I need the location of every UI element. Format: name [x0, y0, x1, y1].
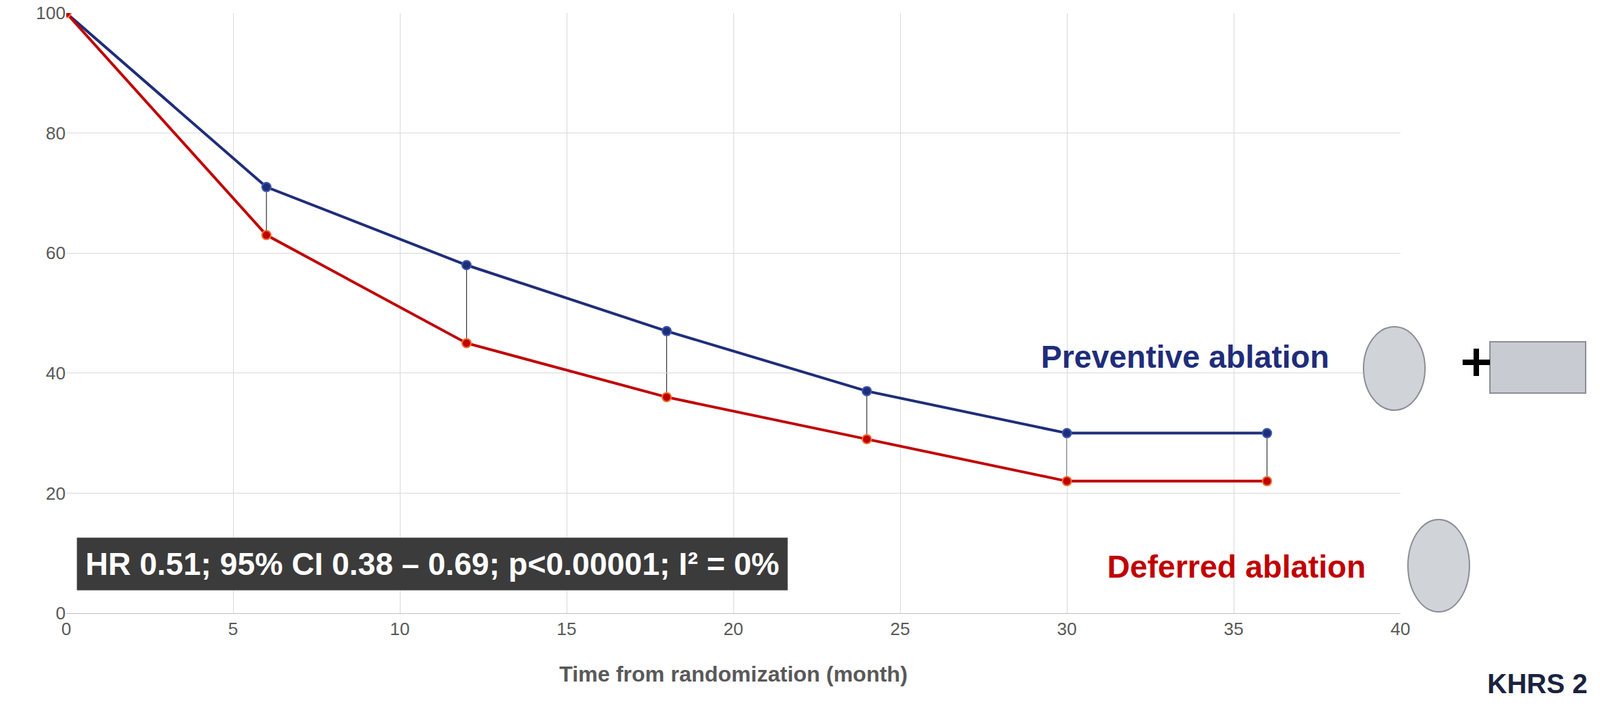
- svg-text:0: 0: [56, 602, 66, 624]
- svg-text:80: 80: [45, 123, 66, 144]
- svg-text:KHRS 2: KHRS 2: [1487, 668, 1588, 699]
- svg-text:Preventive ablation: Preventive ablation: [1040, 339, 1330, 375]
- svg-text:Time from randomization (month: Time from randomization (month): [559, 661, 908, 687]
- svg-text:20: 20: [723, 618, 744, 640]
- svg-text:100: 100: [36, 2, 66, 24]
- svg-text:40: 40: [1390, 618, 1411, 640]
- svg-text:60: 60: [45, 242, 66, 264]
- svg-text:Deferred ablation: Deferred ablation: [1107, 548, 1366, 585]
- svg-text:30: 30: [1057, 618, 1078, 640]
- svg-text:40: 40: [45, 362, 66, 384]
- svg-text:10: 10: [390, 618, 411, 640]
- svg-text:35: 35: [1224, 618, 1244, 640]
- svg-text:25: 25: [890, 618, 911, 640]
- svg-text:20: 20: [45, 483, 66, 504]
- svg-text:15: 15: [557, 618, 577, 640]
- svg-text:HR 0.51; 95% CI 0.38 – 0.69; p: HR 0.51; 95% CI 0.38 – 0.69; p<0.00001; …: [85, 546, 780, 582]
- svg-text:0: 0: [61, 618, 72, 640]
- svg-text:5: 5: [228, 618, 238, 640]
